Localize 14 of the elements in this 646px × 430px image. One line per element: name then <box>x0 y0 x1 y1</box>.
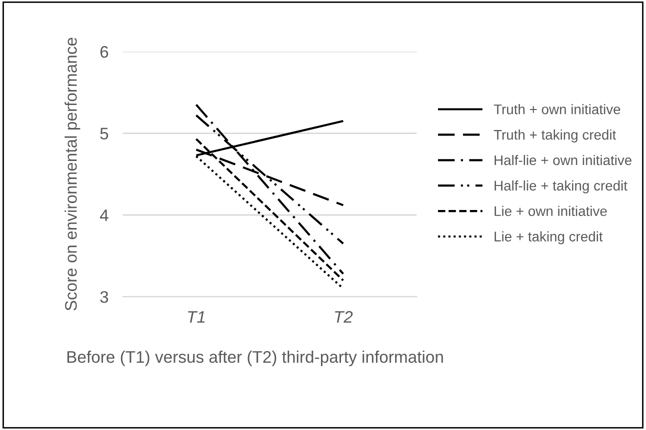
y-tick-label: 5 <box>100 128 108 140</box>
legend-label: Truth + taking credit <box>494 130 616 142</box>
legend-label: Half-lie + taking credit <box>494 180 628 194</box>
y-tick-label: 3 <box>100 291 108 303</box>
legend-label: Half-lie + own initiative <box>494 154 632 166</box>
x-tick-label: T2 <box>334 311 353 323</box>
x-axis-title: Before (T1) versus after (T2) third-party information <box>67 350 443 366</box>
y-tick-label: 4 <box>100 210 108 222</box>
x-tick-label: T1 <box>188 311 205 323</box>
legend-label: Lie + taking credit <box>494 231 603 244</box>
legend-label: Lie + own initiative <box>494 206 607 216</box>
legend-label: Truth + own initiative <box>494 104 620 114</box>
y-tick-label: 6 <box>100 46 108 58</box>
y-axis-title: Score on environmental performance <box>64 38 80 310</box>
